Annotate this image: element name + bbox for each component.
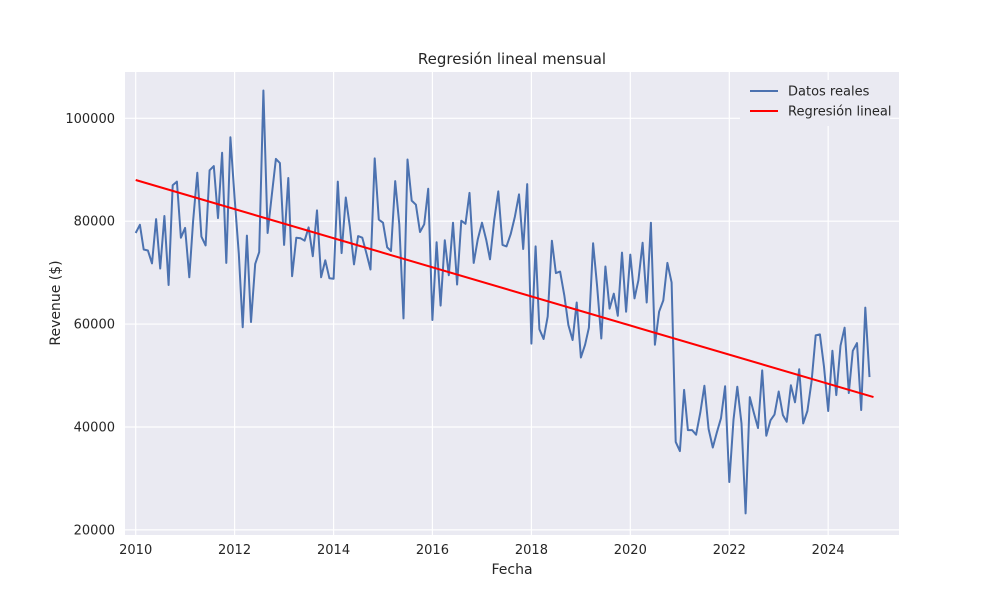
x-tick-label: 2014 — [317, 543, 350, 558]
grid-lines — [125, 72, 899, 535]
y-axis-title: Revenue ($) — [48, 260, 64, 345]
chart-title: Regresión lineal mensual — [418, 50, 606, 68]
y-tick-label: 100000 — [65, 112, 115, 127]
tick-labels: 2010 2012 2014 2016 2018 2020 2022 2024 20000 400… — [65, 112, 844, 558]
y-tick-label: 60000 — [74, 318, 115, 333]
x-tick-label: 2010 — [119, 543, 152, 558]
x-tick-label: 2018 — [515, 543, 548, 558]
legend-label-regresion-lineal: Regresión lineal — [788, 105, 892, 120]
x-tick-label: 2020 — [614, 543, 647, 558]
x-tick-label: 2022 — [713, 543, 746, 558]
x-tick-label: 2016 — [416, 543, 449, 558]
legend-label-datos-reales: Datos reales — [788, 85, 870, 100]
y-tick-label: 20000 — [74, 523, 115, 538]
series-line-regresion-lineal — [135, 179, 874, 399]
y-tick-label: 40000 — [74, 420, 115, 435]
series-line-datos-reales — [134, 89, 871, 515]
x-tick-label: 2012 — [218, 543, 251, 558]
x-axis-title: Fecha — [491, 562, 532, 578]
y-tick-label: 80000 — [74, 215, 115, 230]
x-tick-label: 2024 — [812, 543, 845, 558]
legend: Datos reales Regresión lineal — [740, 80, 892, 126]
series-layer — [134, 89, 874, 515]
plot-area — [125, 72, 899, 535]
